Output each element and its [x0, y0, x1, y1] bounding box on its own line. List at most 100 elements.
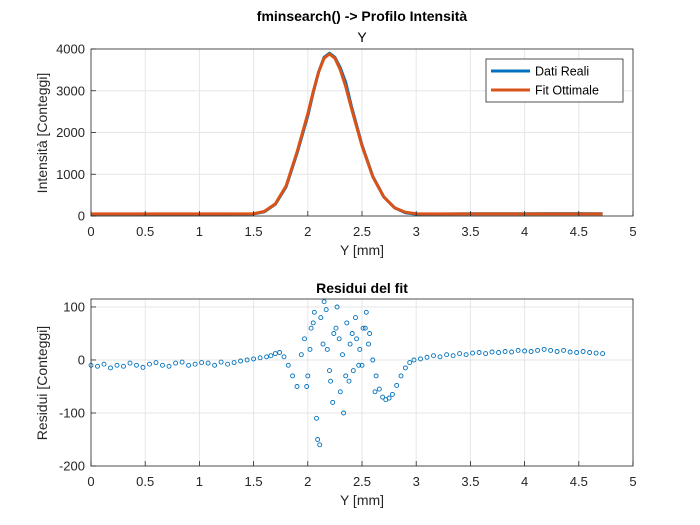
- residual-point: [411, 357, 417, 363]
- x-tick-label: 4.5: [570, 474, 588, 489]
- residual-point: [350, 368, 356, 374]
- residual-point: [140, 364, 146, 370]
- residual-point: [317, 442, 323, 448]
- residual-point: [238, 358, 244, 364]
- residual-point: [314, 415, 319, 421]
- residual-point: [376, 386, 382, 392]
- residual-point: [153, 360, 159, 366]
- residual-point: [281, 354, 287, 360]
- residual-point: [294, 384, 300, 389]
- x-tick-label: 1.5: [245, 474, 263, 489]
- residual-point: [360, 325, 366, 331]
- residual-point: [315, 437, 321, 442]
- residual-point: [334, 304, 340, 310]
- residual-point: [199, 360, 205, 366]
- bottom-x-axis-label: Y [mm]: [340, 492, 384, 508]
- residual-point: [307, 346, 313, 352]
- residual-point: [554, 349, 560, 354]
- residual-point: [134, 362, 139, 368]
- y-tick-label: 0: [78, 209, 85, 224]
- legend-label-fit: Fit Ottimale: [535, 84, 599, 98]
- residual-point: [418, 356, 423, 362]
- residual-point: [264, 354, 270, 360]
- residual-point: [321, 299, 327, 305]
- residual-point: [231, 360, 237, 366]
- residual-point: [509, 349, 515, 355]
- residual-point: [357, 346, 363, 352]
- legend-box: [485, 58, 624, 103]
- residual-point: [218, 359, 224, 365]
- residual-point: [587, 350, 593, 355]
- top-x-axis-label: Y [mm]: [340, 242, 384, 258]
- legend: Dati Reali Fit Ottimale: [485, 58, 624, 103]
- residual-point: [341, 410, 347, 416]
- x-tick-label: 3.5: [461, 474, 479, 489]
- x-tick-label: 3: [413, 474, 420, 489]
- residual-point: [95, 363, 100, 369]
- y-tick-label: 4000: [56, 42, 85, 57]
- residual-point: [108, 365, 113, 371]
- residual-point: [437, 354, 443, 360]
- residual-point: [548, 347, 554, 353]
- residual-point: [541, 346, 547, 352]
- residual-point: [121, 363, 126, 369]
- residual-point: [343, 373, 349, 379]
- residual-point: [535, 347, 541, 353]
- fit-line: [91, 52, 603, 216]
- residual-point: [366, 341, 371, 347]
- residual-point: [496, 350, 502, 355]
- residual-point: [340, 352, 345, 358]
- residual-point: [528, 349, 534, 354]
- x-tick-label: 0.5: [136, 474, 154, 489]
- residual-point: [522, 348, 528, 354]
- x-tick-label: 2.5: [353, 224, 371, 239]
- residual-point: [166, 363, 172, 369]
- residual-point: [407, 360, 413, 366]
- residual-point: [515, 347, 521, 353]
- residual-point: [380, 394, 386, 400]
- residual-point: [476, 350, 482, 355]
- residual-point: [302, 336, 307, 342]
- residual-point: [268, 353, 274, 359]
- x-tick-label: 0: [87, 474, 94, 489]
- top-y-axis-label: Intensità [Conteggi]: [34, 73, 50, 194]
- residual-point: [225, 361, 231, 367]
- residual-point: [147, 361, 152, 367]
- bottom-y-axis-label: Residui [Conteggi]: [34, 326, 50, 440]
- residual-point: [212, 362, 218, 368]
- residual-point: [593, 350, 599, 356]
- y-tick-label: 0: [78, 352, 85, 367]
- residual-point: [567, 349, 573, 355]
- residual-point: [362, 325, 368, 331]
- residual-point: [398, 373, 404, 379]
- bottom-ticks: 0 0.5 1 1.5 2 2.5 3 3.5 4 4.5 5 -200 -100 0 100: [59, 299, 637, 489]
- residual-point: [344, 320, 350, 326]
- x-tick-label: 5: [629, 474, 636, 489]
- figure-title: fminsearch() -> Profilo Intensità: [257, 8, 468, 24]
- y-tick-label: -100: [59, 405, 85, 420]
- residual-point: [318, 315, 324, 321]
- residual-point: [272, 351, 278, 357]
- residual-point: [502, 349, 508, 354]
- x-tick-label: 1.5: [245, 224, 263, 239]
- y-tick-label: 3000: [56, 83, 85, 98]
- residual-point: [600, 351, 606, 357]
- y-tick-label: -200: [59, 459, 85, 474]
- bottom-chart-title: Residui del fit: [316, 280, 408, 296]
- residual-point: [311, 309, 317, 315]
- residual-point: [580, 349, 586, 354]
- y-tick-label: 2000: [56, 125, 85, 140]
- top-series: [91, 51, 603, 216]
- residual-point: [290, 373, 296, 379]
- residual-point: [285, 362, 291, 368]
- x-tick-label: 2.5: [353, 474, 371, 489]
- residuals-chart: Residui del fit 0 0.5 1 1.5 2 2.5 3 3.5 4 4.5 5 -20…: [34, 280, 637, 508]
- residual-point: [336, 336, 342, 342]
- residual-point: [310, 320, 316, 326]
- residual-point: [561, 347, 567, 353]
- residual-point: [574, 350, 580, 355]
- residual-point: [251, 356, 257, 362]
- residual-point: [244, 357, 250, 363]
- residual-point: [127, 360, 133, 366]
